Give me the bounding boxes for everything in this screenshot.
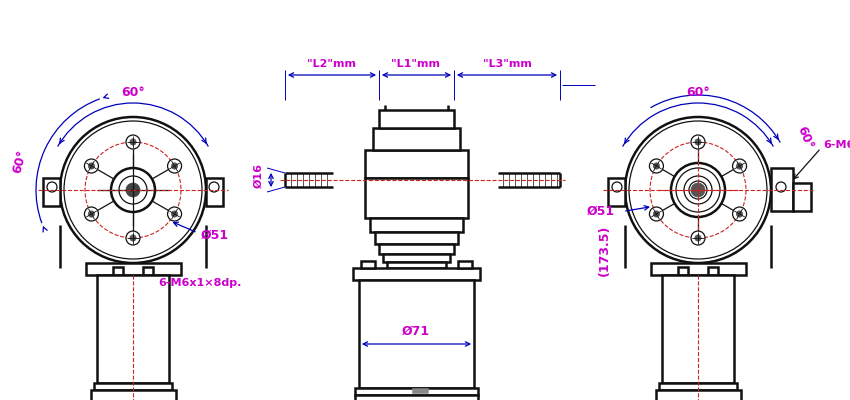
- Circle shape: [733, 159, 746, 173]
- Text: "L2"mm: "L2"mm: [308, 59, 356, 69]
- Text: 60°: 60°: [121, 86, 144, 100]
- Text: Ø51: Ø51: [201, 228, 229, 241]
- Text: 60°: 60°: [686, 86, 710, 100]
- Circle shape: [126, 135, 140, 149]
- Circle shape: [654, 163, 660, 169]
- Bar: [355, 395, 478, 400]
- Circle shape: [625, 117, 771, 263]
- Text: 60°: 60°: [11, 149, 30, 175]
- Circle shape: [60, 117, 206, 263]
- Bar: [365, 178, 468, 218]
- Bar: [771, 168, 793, 211]
- Bar: [656, 390, 741, 400]
- Bar: [458, 261, 472, 268]
- Bar: [373, 128, 460, 150]
- Bar: [353, 268, 480, 280]
- Circle shape: [736, 163, 743, 169]
- Circle shape: [84, 207, 99, 221]
- Text: Ø71: Ø71: [402, 324, 430, 338]
- Circle shape: [167, 207, 182, 221]
- Circle shape: [649, 207, 664, 221]
- Bar: [413, 389, 427, 392]
- Bar: [387, 262, 446, 268]
- Circle shape: [47, 182, 57, 192]
- Text: "L3"mm: "L3"mm: [483, 59, 531, 69]
- Circle shape: [130, 235, 136, 241]
- Circle shape: [733, 207, 746, 221]
- Text: Ø16: Ø16: [254, 162, 264, 188]
- Bar: [86, 263, 181, 275]
- Circle shape: [130, 139, 136, 145]
- Circle shape: [654, 211, 660, 217]
- Bar: [375, 232, 458, 244]
- Circle shape: [64, 121, 202, 259]
- Bar: [94, 383, 172, 390]
- Bar: [365, 150, 468, 178]
- Circle shape: [167, 159, 182, 173]
- Bar: [355, 388, 478, 395]
- Circle shape: [689, 181, 707, 199]
- Circle shape: [776, 182, 786, 192]
- Bar: [43, 178, 60, 206]
- Text: "L1"mm: "L1"mm: [392, 59, 440, 69]
- Text: 6-M6x1×8dp.: 6-M6x1×8dp.: [823, 140, 850, 150]
- Bar: [662, 275, 734, 383]
- Bar: [97, 275, 169, 383]
- Circle shape: [694, 139, 701, 145]
- Circle shape: [676, 168, 720, 212]
- Circle shape: [111, 168, 155, 212]
- Bar: [678, 267, 688, 275]
- Bar: [143, 267, 153, 275]
- Circle shape: [612, 182, 622, 192]
- Bar: [370, 218, 463, 232]
- Text: Ø51: Ø51: [586, 205, 615, 218]
- Circle shape: [126, 183, 140, 197]
- Circle shape: [694, 235, 701, 241]
- Text: (173.5): (173.5): [598, 224, 610, 276]
- Circle shape: [84, 159, 99, 173]
- Bar: [206, 178, 223, 206]
- Bar: [113, 267, 123, 275]
- Circle shape: [671, 163, 725, 217]
- Bar: [379, 244, 454, 254]
- Bar: [383, 254, 450, 262]
- Circle shape: [88, 163, 94, 169]
- Circle shape: [172, 163, 178, 169]
- Circle shape: [691, 231, 705, 245]
- Circle shape: [172, 211, 178, 217]
- Circle shape: [736, 211, 743, 217]
- Circle shape: [691, 135, 705, 149]
- Circle shape: [119, 176, 147, 204]
- Bar: [91, 390, 176, 400]
- Text: 60°: 60°: [795, 124, 815, 151]
- Bar: [359, 280, 474, 388]
- Circle shape: [88, 211, 94, 217]
- Bar: [793, 183, 811, 211]
- Bar: [608, 178, 625, 206]
- Bar: [659, 383, 737, 390]
- Circle shape: [649, 159, 664, 173]
- Bar: [379, 110, 454, 128]
- Circle shape: [629, 121, 767, 259]
- Bar: [651, 263, 746, 275]
- Bar: [708, 267, 718, 275]
- Circle shape: [209, 182, 219, 192]
- Circle shape: [691, 183, 705, 197]
- Text: 6-M6x1×8dp.: 6-M6x1×8dp.: [158, 278, 241, 288]
- Bar: [361, 261, 375, 268]
- Circle shape: [684, 176, 712, 204]
- Circle shape: [126, 231, 140, 245]
